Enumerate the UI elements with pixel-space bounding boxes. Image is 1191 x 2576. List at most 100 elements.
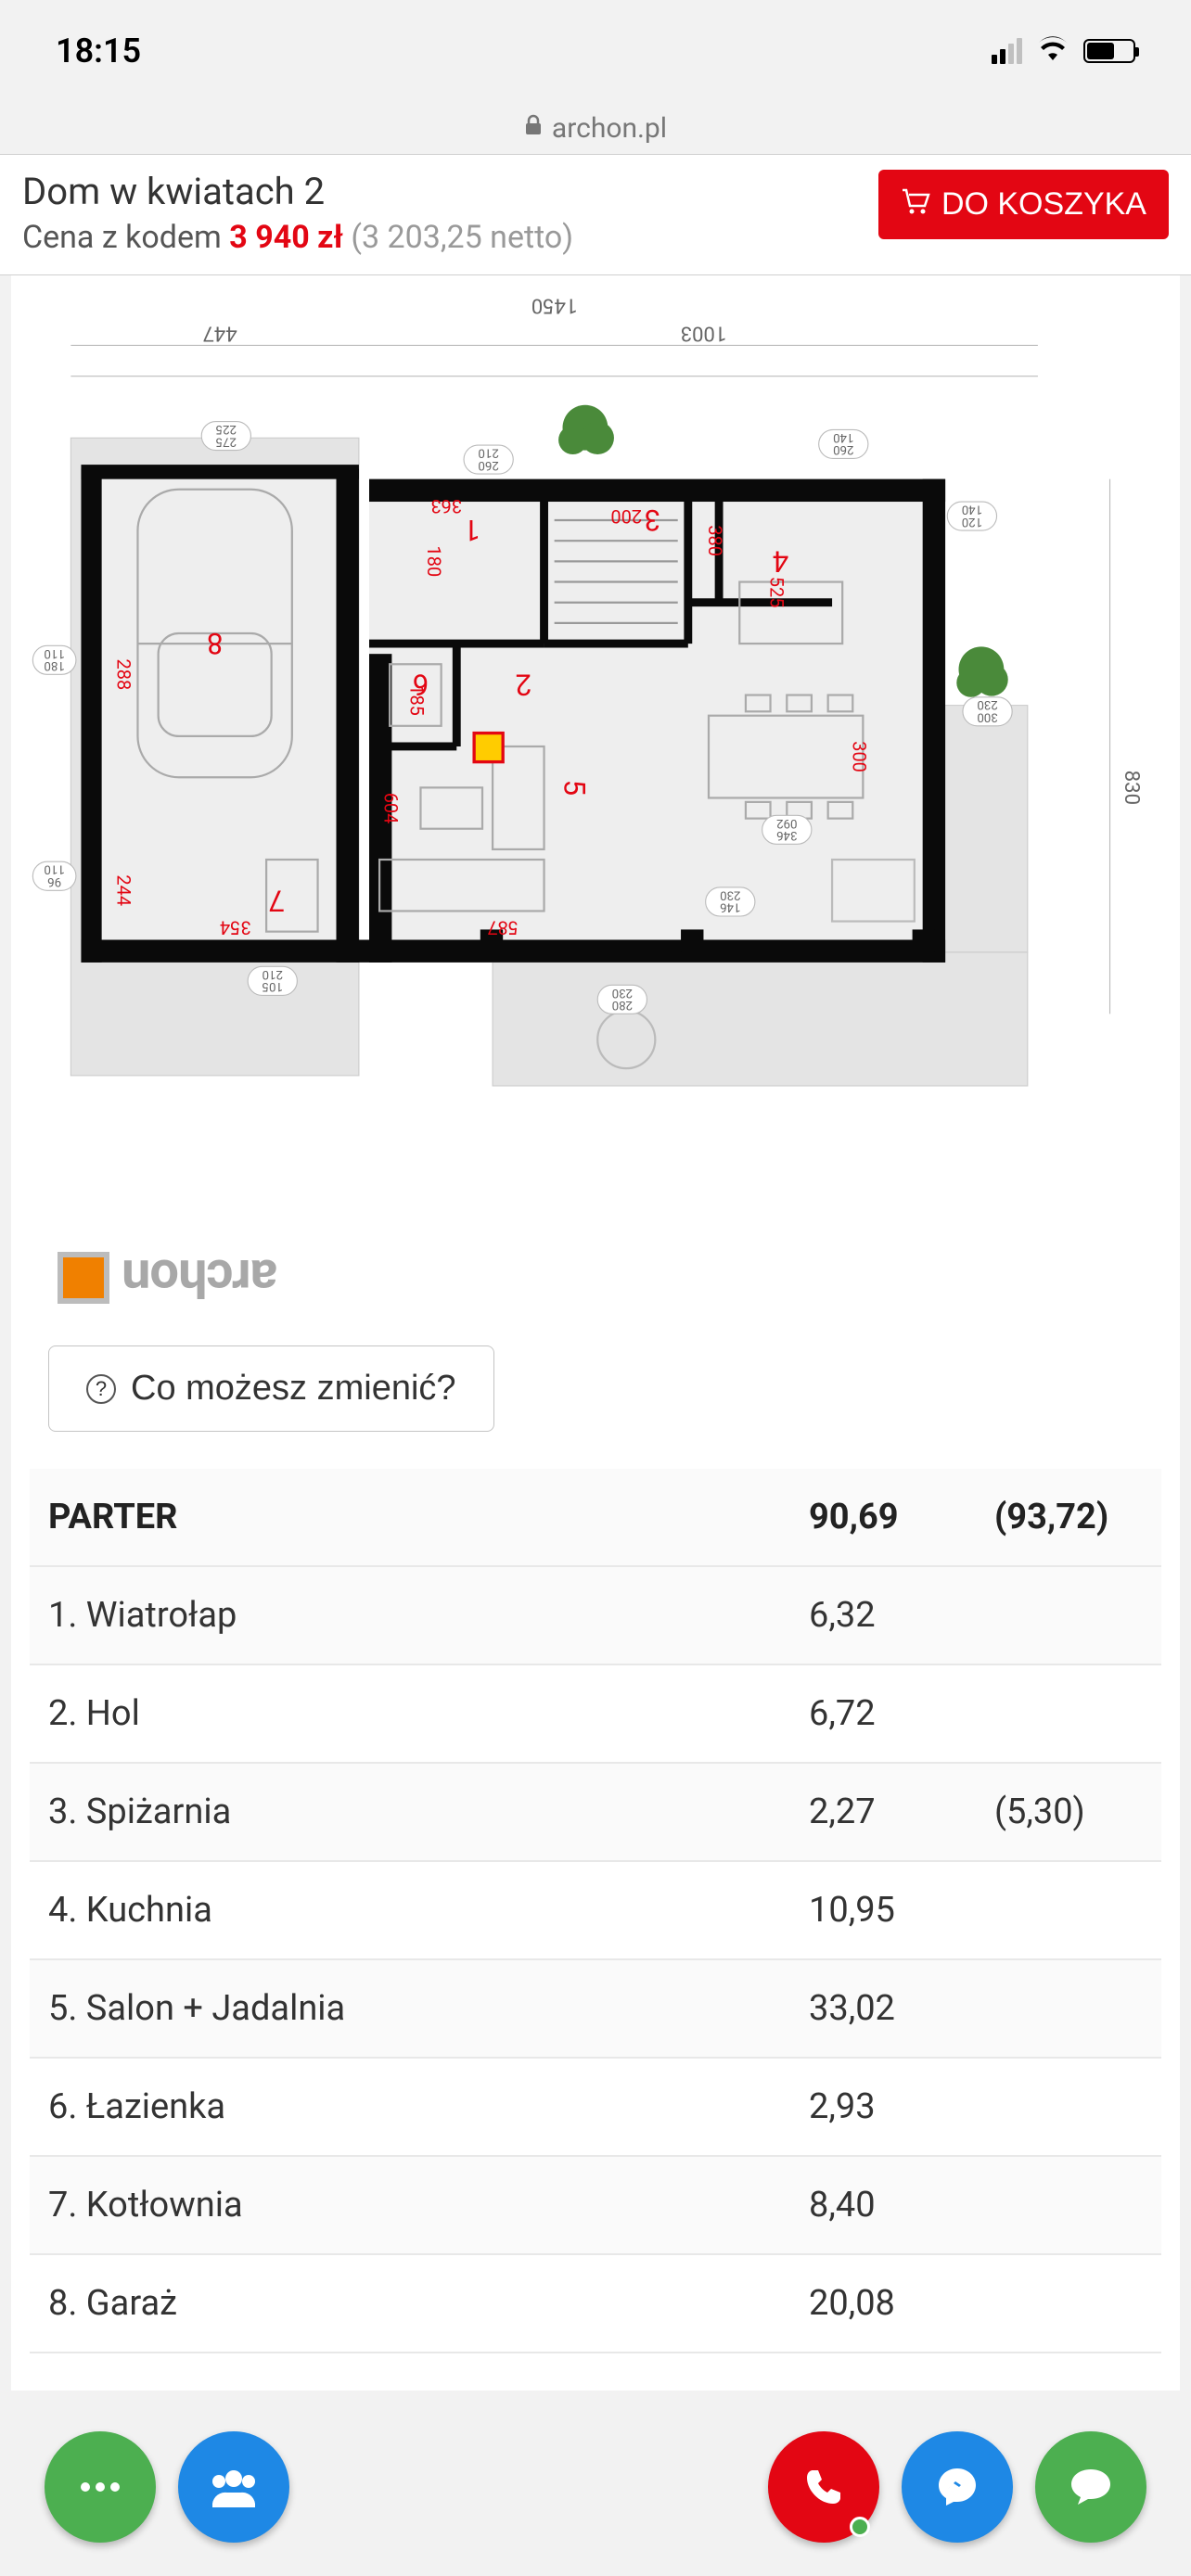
svg-text:105: 105 xyxy=(263,979,283,993)
content: 1003 447 1450 830 xyxy=(11,275,1180,2391)
room-name: 3. Spiżarnia xyxy=(30,1763,790,1861)
svg-text:092: 092 xyxy=(776,816,797,830)
dots-icon xyxy=(81,2482,120,2492)
room-area: 20,08 xyxy=(790,2254,976,2353)
table-header-area: 90,69 xyxy=(790,1469,976,1566)
svg-text:380: 380 xyxy=(704,525,726,556)
svg-text:140: 140 xyxy=(962,502,982,516)
status-right xyxy=(992,36,1135,67)
svg-text:244: 244 xyxy=(112,874,134,906)
room-name: 2. Hol xyxy=(30,1664,790,1763)
svg-text:180: 180 xyxy=(44,658,64,672)
svg-text:110: 110 xyxy=(44,646,64,660)
room-alt xyxy=(976,1566,1161,1664)
table-row: 5. Salon + Jadalnia33,02 xyxy=(30,1959,1161,2058)
cart-label: DO KOSZYKA xyxy=(941,186,1146,223)
room-area: 6,32 xyxy=(790,1566,976,1664)
svg-text:120: 120 xyxy=(962,515,982,529)
change-options-button[interactable]: ? Co możesz zmienić? xyxy=(48,1345,494,1432)
svg-text:604: 604 xyxy=(380,793,403,824)
svg-text:525: 525 xyxy=(766,577,788,608)
lock-icon xyxy=(524,114,543,142)
table-header-row: PARTER 90,69 (93,72) xyxy=(30,1469,1161,1566)
wifi-icon xyxy=(1037,36,1069,67)
add-to-cart-button[interactable]: DO KOSZYKA xyxy=(878,170,1169,239)
svg-text:1003: 1003 xyxy=(681,321,727,345)
svg-text:210: 210 xyxy=(263,967,283,981)
room-area: 10,95 xyxy=(790,1861,976,1959)
header-left: Dom w kwiatach 2 Cena z kodem 3 940 zł (… xyxy=(22,170,878,256)
room-area: 33,02 xyxy=(790,1959,976,2058)
svg-text:1450: 1450 xyxy=(531,294,578,318)
floorplan-container: 1003 447 1450 830 xyxy=(30,275,1161,1327)
archon-logo-text: archon xyxy=(122,1247,278,1308)
url-bar[interactable]: archon.pl xyxy=(0,102,1191,154)
room-area: 6,72 xyxy=(790,1664,976,1763)
chat-icon xyxy=(1068,2466,1114,2508)
room-name: 4. Kuchnia xyxy=(30,1861,790,1959)
status-bar: 18:15 xyxy=(0,0,1191,102)
svg-text:587: 587 xyxy=(487,917,519,939)
fab-menu-button[interactable] xyxy=(45,2431,156,2543)
room-alt xyxy=(976,1861,1161,1959)
svg-text:230: 230 xyxy=(612,986,633,1000)
people-icon xyxy=(207,2467,261,2507)
room-alt xyxy=(976,2058,1161,2156)
price-netto: (3 203,25 netto) xyxy=(343,219,573,256)
svg-text:354: 354 xyxy=(220,917,251,939)
svg-text:280: 280 xyxy=(612,998,633,1012)
status-time: 18:15 xyxy=(56,32,141,70)
table-row: 4. Kuchnia10,95 xyxy=(30,1861,1161,1959)
fab-phone-button[interactable] xyxy=(768,2431,879,2543)
svg-text:230: 230 xyxy=(977,697,997,711)
svg-text:300: 300 xyxy=(848,741,870,772)
url-text: archon.pl xyxy=(552,112,667,145)
floorplan-image[interactable]: 1003 447 1450 830 xyxy=(30,294,1161,1219)
phone-icon xyxy=(803,2467,844,2507)
signal-icon xyxy=(992,38,1022,64)
svg-text:260: 260 xyxy=(478,458,498,472)
svg-text:225: 225 xyxy=(216,422,237,436)
svg-text:140: 140 xyxy=(833,430,853,444)
status-dot-icon xyxy=(850,2517,870,2537)
archon-logo: archon xyxy=(30,1219,1161,1318)
price-label: Cena z kodem xyxy=(22,219,229,256)
svg-text:447: 447 xyxy=(202,321,237,345)
room-alt: (5,30) xyxy=(976,1763,1161,1861)
room-area: 2,27 xyxy=(790,1763,976,1861)
table-row: 1. Wiatrołap6,32 xyxy=(30,1566,1161,1664)
fab-chat-button[interactable] xyxy=(1035,2431,1146,2543)
room-name: 6. Łazienka xyxy=(30,2058,790,2156)
room-area: 2,93 xyxy=(790,2058,976,2156)
svg-text:260: 260 xyxy=(833,442,853,456)
table-header-name: PARTER xyxy=(30,1469,790,1566)
svg-text:185: 185 xyxy=(405,684,428,716)
svg-text:346: 346 xyxy=(776,828,797,842)
room-alt xyxy=(976,1959,1161,2058)
messenger-icon xyxy=(935,2465,980,2509)
room-name: 7. Kotłownia xyxy=(30,2156,790,2254)
battery-icon xyxy=(1083,39,1135,63)
rooms-table: PARTER 90,69 (93,72) 1. Wiatrołap6,322. … xyxy=(30,1469,1161,2353)
room-area: 8,40 xyxy=(790,2156,976,2254)
room-alt xyxy=(976,2254,1161,2353)
house-title: Dom w kwiatach 2 xyxy=(22,170,878,213)
question-icon: ? xyxy=(86,1374,116,1404)
svg-text:275: 275 xyxy=(216,434,237,448)
svg-text:110: 110 xyxy=(44,862,64,876)
fab-messenger-button[interactable] xyxy=(902,2431,1013,2543)
fab-community-button[interactable] xyxy=(178,2431,289,2543)
svg-text:288: 288 xyxy=(112,659,134,691)
price-value: 3 940 zł xyxy=(229,219,343,256)
svg-text:1: 1 xyxy=(464,513,480,547)
svg-text:8: 8 xyxy=(207,626,223,660)
table-header-alt: (93,72) xyxy=(976,1469,1161,1566)
svg-text:7: 7 xyxy=(268,883,284,917)
archon-logo-icon xyxy=(58,1252,109,1304)
svg-text:96: 96 xyxy=(47,874,61,888)
svg-text:3: 3 xyxy=(644,503,660,537)
price-line: Cena z kodem 3 940 zł (3 203,25 netto) xyxy=(22,219,878,256)
svg-text:230: 230 xyxy=(720,887,740,901)
svg-text:2: 2 xyxy=(516,667,531,701)
table-row: 6. Łazienka2,93 xyxy=(30,2058,1161,2156)
